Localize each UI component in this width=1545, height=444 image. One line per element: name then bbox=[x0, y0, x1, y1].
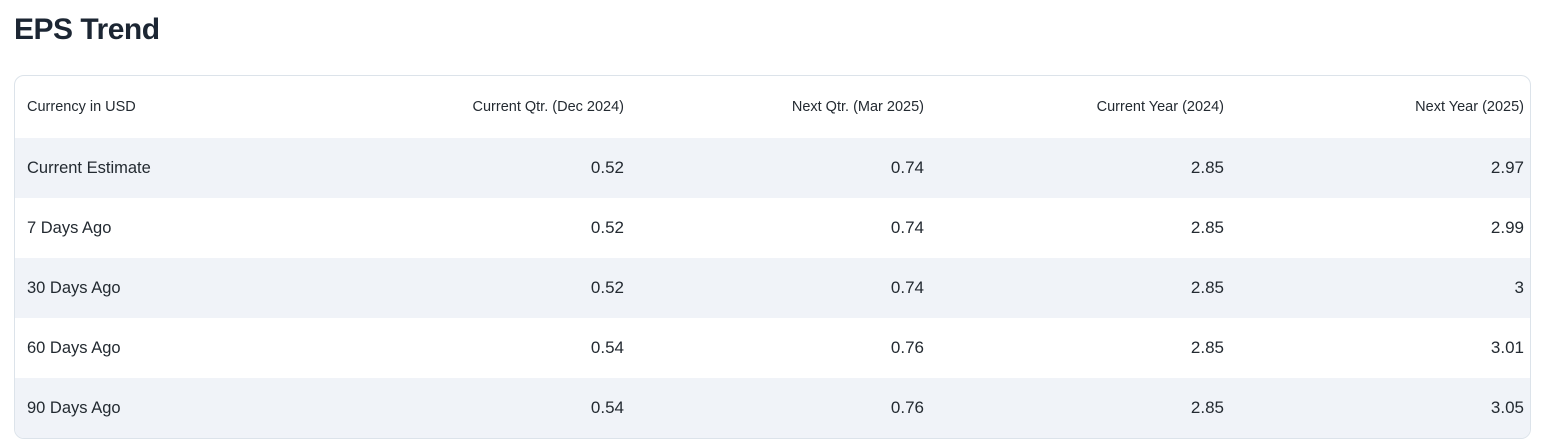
row-label: 90 Days Ago bbox=[27, 398, 121, 417]
cell-value: 2.85 bbox=[1190, 158, 1224, 177]
page-title: EPS Trend bbox=[14, 13, 160, 46]
cell-value: 0.52 bbox=[590, 218, 624, 237]
table-header-row: Currency in USD Current Qtr. (Dec 2024) … bbox=[15, 76, 1530, 138]
cell-value: 2.97 bbox=[1490, 158, 1524, 177]
eps-trend-table: Currency in USD Current Qtr. (Dec 2024) … bbox=[15, 76, 1530, 438]
cell-value: 0.76 bbox=[890, 398, 924, 417]
cell-value: 3.05 bbox=[1490, 398, 1524, 417]
cell-value: 0.74 bbox=[890, 278, 924, 297]
cell-value: 2.85 bbox=[1190, 398, 1224, 417]
row-label: 7 Days Ago bbox=[27, 218, 112, 237]
cell-value: 0.76 bbox=[890, 338, 924, 357]
cell-value: 2.85 bbox=[1190, 218, 1224, 237]
cell-value: 2.99 bbox=[1490, 218, 1524, 237]
table-row-30-days-ago: 30 Days Ago 0.52 0.74 2.85 3 bbox=[15, 258, 1530, 318]
cell-value: 2.85 bbox=[1190, 278, 1224, 297]
row-label: 30 Days Ago bbox=[27, 278, 121, 297]
cell-value: 3.01 bbox=[1490, 338, 1524, 357]
cell-value: 0.52 bbox=[590, 158, 624, 177]
header-next-year: Next Year (2025) bbox=[1415, 99, 1524, 115]
eps-trend-section: EPS Trend Currency in USD Current Qtr. (… bbox=[0, 12, 1545, 439]
row-label: 60 Days Ago bbox=[27, 338, 121, 357]
cell-value: 2.85 bbox=[1190, 338, 1224, 357]
header-next-qtr: Next Qtr. (Mar 2025) bbox=[791, 99, 924, 115]
cell-value: 3 bbox=[1514, 278, 1524, 297]
table-row-7-days-ago: 7 Days Ago 0.52 0.74 2.85 2.99 bbox=[15, 198, 1530, 258]
cell-value: 0.52 bbox=[590, 278, 624, 297]
header-currency-label: Currency in USD bbox=[27, 99, 136, 115]
table-row-60-days-ago: 60 Days Ago 0.54 0.76 2.85 3.01 bbox=[15, 318, 1530, 378]
cell-value: 0.54 bbox=[590, 398, 624, 417]
header-current-qtr: Current Qtr. (Dec 2024) bbox=[472, 99, 625, 115]
row-label: Current Estimate bbox=[27, 158, 151, 177]
cell-value: 0.54 bbox=[590, 338, 624, 357]
table-row-current-estimate: Current Estimate 0.52 0.74 2.85 2.97 bbox=[15, 138, 1530, 198]
eps-trend-table-card: Currency in USD Current Qtr. (Dec 2024) … bbox=[14, 75, 1531, 439]
header-current-year: Current Year (2024) bbox=[1096, 99, 1224, 115]
table-row-90-days-ago: 90 Days Ago 0.54 0.76 2.85 3.05 bbox=[15, 378, 1530, 438]
cell-value: 0.74 bbox=[890, 158, 924, 177]
cell-value: 0.74 bbox=[890, 218, 924, 237]
